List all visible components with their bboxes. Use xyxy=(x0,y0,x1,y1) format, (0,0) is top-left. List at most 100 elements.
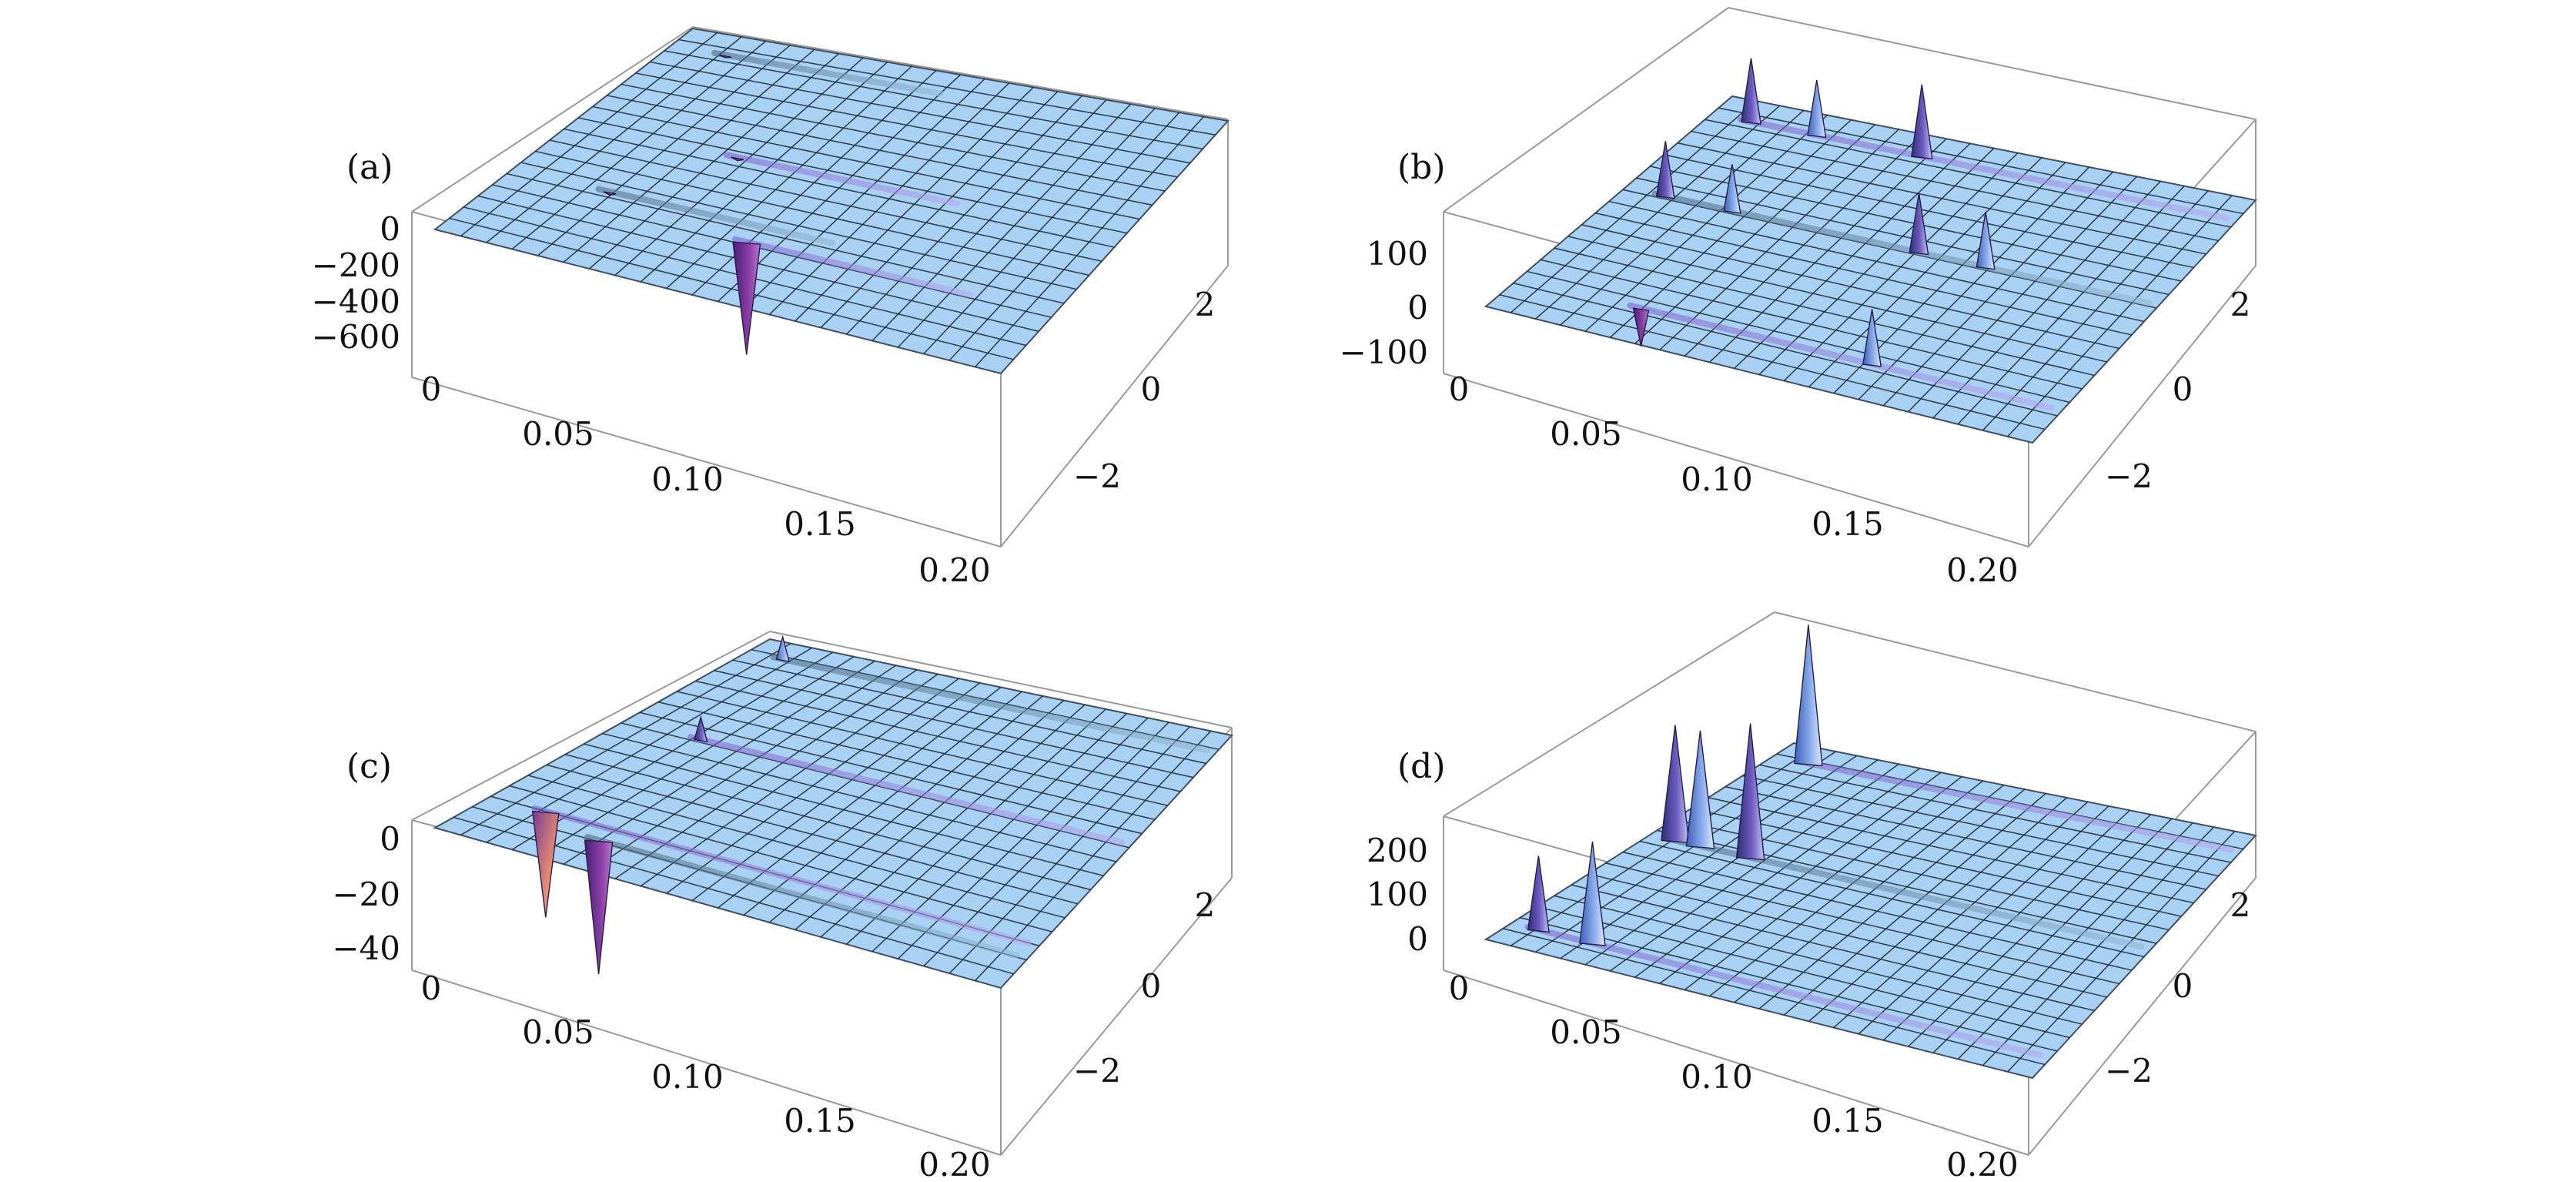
spike xyxy=(584,839,614,975)
x-tick-label: 0.15 xyxy=(784,1102,856,1140)
mesh-line xyxy=(1595,212,2133,336)
panel-b: (b) 0 0.05 0.10 0.15 0.20 2 0 −2 100 0 −100 xyxy=(1340,7,2257,589)
spike xyxy=(1661,725,1690,844)
mesh-line xyxy=(607,95,1153,206)
mesh-line xyxy=(678,39,1216,136)
surface-ridge xyxy=(711,49,944,97)
mesh-line xyxy=(1520,916,2058,1052)
spike xyxy=(775,635,790,662)
x-tick-label: 0.20 xyxy=(1946,551,2019,589)
z-tick-label: 100 xyxy=(1367,235,1428,273)
mesh-line xyxy=(1742,775,2219,877)
surface-ridge xyxy=(531,805,1032,946)
box-edge xyxy=(2028,265,2257,547)
mesh-line xyxy=(564,128,1115,248)
z-tick-label: 200 xyxy=(1367,832,1428,869)
y-tick-label: 2 xyxy=(1195,286,1216,323)
y-tick-label: −2 xyxy=(1073,1052,1121,1090)
mesh-line xyxy=(1639,840,2145,958)
x-tick-label: 0.15 xyxy=(784,505,856,543)
x-tick-label: 0.10 xyxy=(1681,1058,1753,1096)
box-edge xyxy=(411,26,694,213)
box-edge xyxy=(411,631,771,821)
surface-ridge xyxy=(1524,924,2044,1059)
mesh-line xyxy=(1708,797,2194,904)
spike xyxy=(531,810,560,918)
box-edge xyxy=(769,631,1233,728)
surface-ridge xyxy=(732,236,973,298)
z-tick-label: 0 xyxy=(380,210,400,248)
mesh-line xyxy=(564,753,1091,891)
mesh-line xyxy=(546,764,1079,905)
mesh-line xyxy=(1588,873,2107,998)
z-tick-label: −20 xyxy=(332,876,400,913)
x-tick-label: 0.10 xyxy=(1681,460,1753,498)
spike xyxy=(1723,164,1741,214)
spike xyxy=(1909,193,1929,256)
mesh-line xyxy=(535,150,1089,276)
y-tick-label: −2 xyxy=(2105,457,2153,495)
mesh-line xyxy=(527,775,1066,919)
mesh-line xyxy=(1691,130,2219,242)
box-edge xyxy=(692,26,1229,120)
x-tick-label: 0 xyxy=(1449,370,1470,408)
box-edge xyxy=(1000,265,1229,547)
box-edge xyxy=(1728,7,2257,120)
spike xyxy=(603,191,617,196)
box-edge xyxy=(2028,877,2257,1156)
box-edge xyxy=(1443,373,2029,547)
z-tick-label: −200 xyxy=(312,246,400,284)
mesh-line xyxy=(1705,119,2231,228)
surface-ridge xyxy=(595,186,836,246)
box-edge xyxy=(1443,7,1729,213)
mesh-line xyxy=(695,680,1181,792)
y-tick-label: −2 xyxy=(1073,457,1121,495)
box-edge xyxy=(1443,611,1775,817)
x-tick-label: 0.20 xyxy=(918,1146,991,1182)
mesh-line xyxy=(509,785,1052,933)
mesh-line xyxy=(1605,862,2119,985)
box-edge xyxy=(411,969,1002,1156)
spike xyxy=(1735,723,1765,861)
z-tick-label: 0 xyxy=(1407,289,1428,326)
mesh-line xyxy=(676,691,1168,806)
surface-ridge xyxy=(1795,758,2235,853)
mesh-line xyxy=(1677,142,2206,255)
mesh-line xyxy=(1537,906,2070,1039)
x-tick-label: 0 xyxy=(1449,969,1470,1007)
surface-ridge xyxy=(723,152,961,207)
mesh-line xyxy=(1499,294,2046,430)
mesh-line xyxy=(477,195,1039,333)
x-tick-label: 0.05 xyxy=(522,1013,594,1051)
y-tick-label: 2 xyxy=(1195,886,1216,924)
mesh-line xyxy=(621,83,1166,192)
panel-d-label: (d) xyxy=(1397,747,1446,786)
mesh-line xyxy=(639,712,1142,835)
mesh-line xyxy=(664,50,1203,150)
x-tick-label: 0.10 xyxy=(651,460,724,498)
spike xyxy=(1655,141,1675,199)
spike xyxy=(1741,58,1761,125)
y-tick-label: 0 xyxy=(1141,967,1162,1005)
spike xyxy=(1579,841,1606,946)
panel-a-mesh xyxy=(449,32,1216,368)
mesh-line xyxy=(577,117,1128,234)
mesh-line xyxy=(1759,764,2231,863)
mesh-line xyxy=(592,105,1140,220)
mesh-line xyxy=(714,670,1194,779)
surface-ridge xyxy=(584,834,1020,959)
y-tick-label: 2 xyxy=(2230,886,2251,924)
spike xyxy=(1794,624,1823,767)
spike xyxy=(731,156,744,162)
spike xyxy=(1632,307,1650,347)
surface-ridge xyxy=(687,734,1125,845)
x-tick-label: 0.15 xyxy=(1812,505,1884,543)
mesh-line xyxy=(1554,895,2083,1025)
spike xyxy=(1862,309,1882,367)
mesh-line xyxy=(602,732,1117,862)
surface-ridge xyxy=(770,654,1210,754)
mesh-line xyxy=(1571,884,2095,1012)
box-edge xyxy=(1000,877,1233,1156)
